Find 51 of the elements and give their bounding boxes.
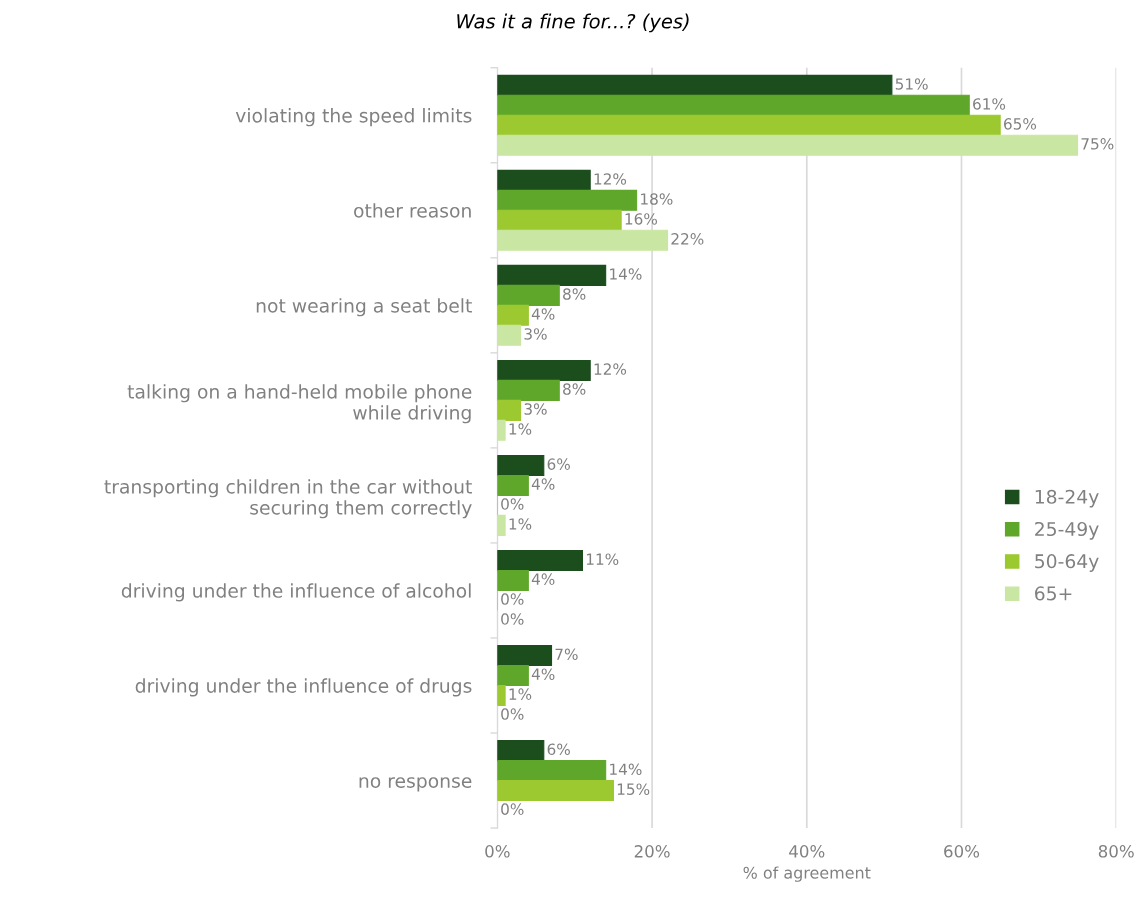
y-tick-label: violating the speed limits xyxy=(235,108,472,127)
data-label: 16% xyxy=(625,213,658,225)
data-label: 75% xyxy=(1081,138,1114,150)
data-label: 0% xyxy=(501,803,524,815)
data-label: 14% xyxy=(610,268,642,280)
chart-title: Was it a fine for...? (yes) xyxy=(457,13,689,33)
x-axis-title: % of agreement xyxy=(743,866,871,882)
y-tick-label: other reason xyxy=(354,203,471,218)
data-label: 1% xyxy=(509,423,532,435)
data-label: 14% xyxy=(610,763,642,775)
legend-label: 65+ xyxy=(1035,586,1072,601)
y-tick-label: transporting children in the car without securing them correctly xyxy=(104,479,472,519)
legend-label: 18-24y xyxy=(1035,489,1099,508)
x-tick-label: 20% xyxy=(634,845,670,858)
data-label: 4% xyxy=(531,308,555,320)
y-tick-label: no response xyxy=(359,777,472,792)
y-tick-label: talking on a hand-held mobile phone while driving xyxy=(127,384,472,424)
data-label: 6% xyxy=(547,458,570,470)
data-label: 65% xyxy=(1004,118,1037,130)
legend-label: 50-64y xyxy=(1035,554,1099,572)
y-tick-label: not wearing a seat belt xyxy=(256,298,472,317)
data-label: 3% xyxy=(524,328,547,340)
data-label: 0% xyxy=(501,613,524,625)
data-label: 12% xyxy=(594,363,627,375)
data-label: 7% xyxy=(555,648,578,660)
data-label: 11% xyxy=(586,553,619,565)
data-label: 1% xyxy=(509,688,532,700)
data-label: 61% xyxy=(973,98,1006,110)
data-label: 15% xyxy=(617,783,650,795)
data-label: 3% xyxy=(524,403,547,415)
data-label: 6% xyxy=(547,743,570,756)
data-label: 4% xyxy=(531,573,555,585)
data-label: 18% xyxy=(641,193,673,205)
data-label: 8% xyxy=(563,288,586,300)
data-label: 0% xyxy=(501,708,524,720)
data-label: 1% xyxy=(509,518,532,530)
legend-label: 25-49y xyxy=(1035,521,1099,540)
data-label: 51% xyxy=(895,78,928,90)
y-tick-label: driving under the influence of alcohol xyxy=(121,583,471,602)
data-label: 12% xyxy=(594,173,627,185)
x-tick-label: 80% xyxy=(1098,845,1134,858)
data-label: 8% xyxy=(563,383,586,395)
x-tick-label: 60% xyxy=(944,845,980,858)
data-label: 0% xyxy=(501,593,524,605)
data-label: 0% xyxy=(501,498,524,510)
data-label: 4% xyxy=(531,668,555,680)
x-tick-label: 0% xyxy=(485,845,510,858)
data-label: 4% xyxy=(531,478,555,490)
y-tick-label: driving under the influence of drugs xyxy=(135,678,472,697)
data-label: 22% xyxy=(671,233,704,245)
x-tick-label: 40% xyxy=(789,845,825,858)
